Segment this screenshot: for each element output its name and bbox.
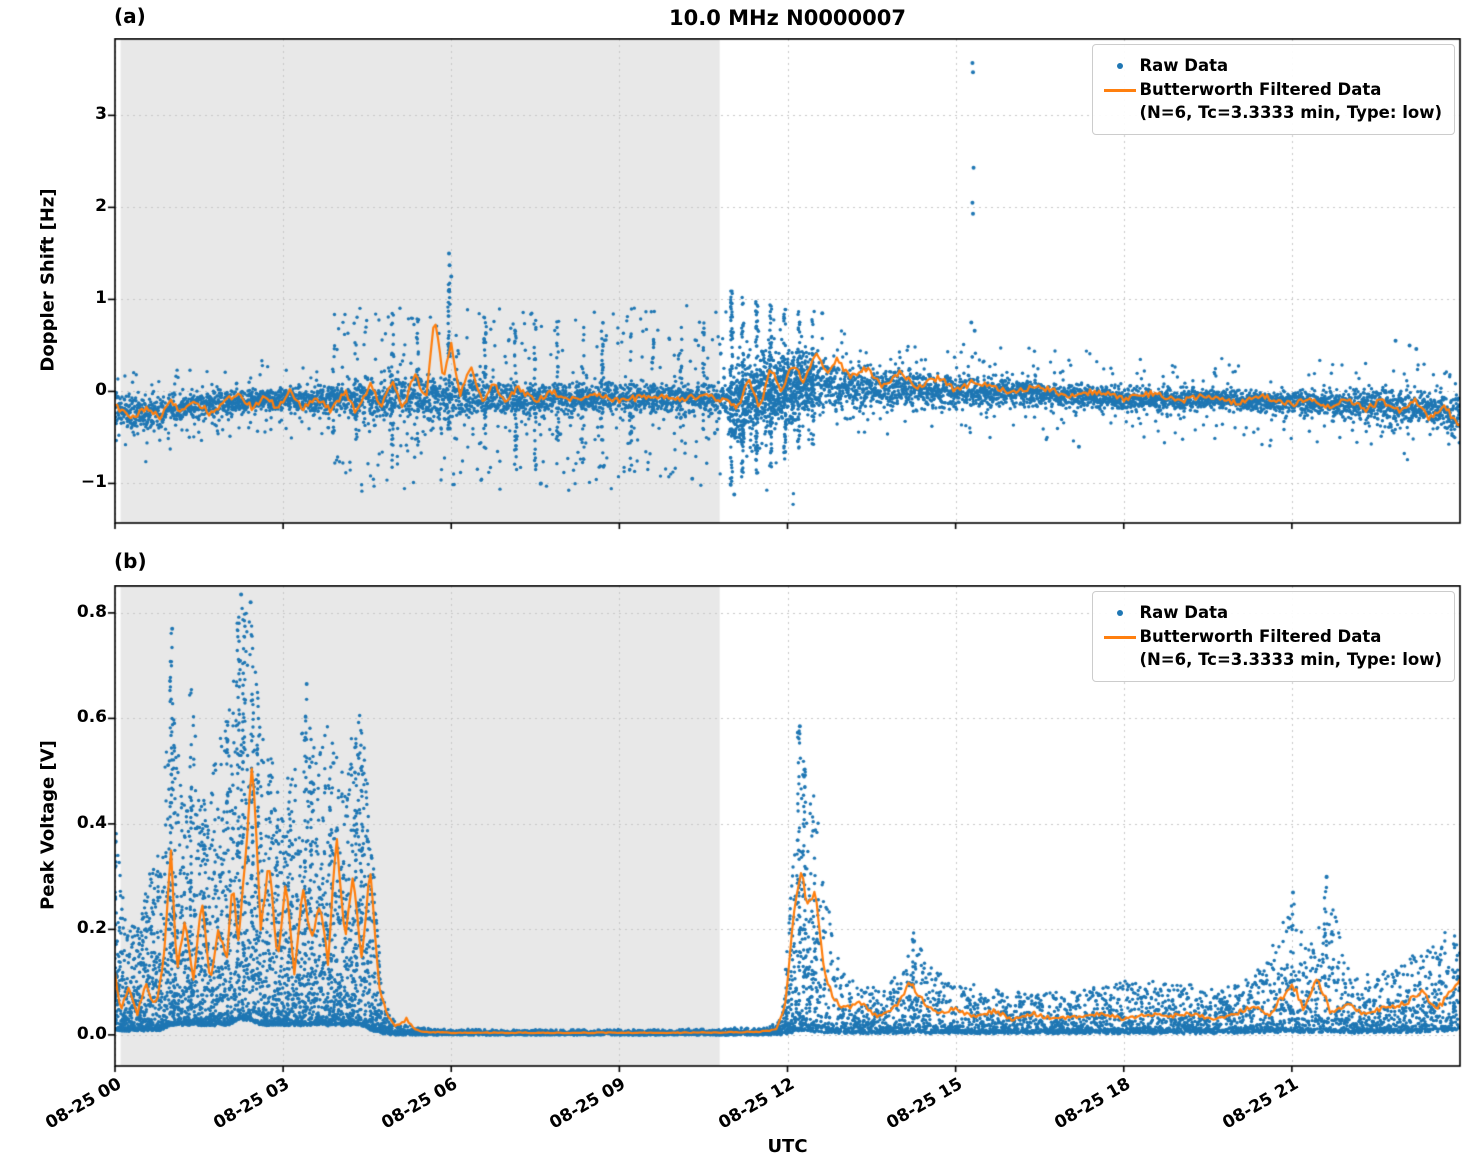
raw-data-marker-icon <box>1101 55 1139 77</box>
y-tick-label: 3 <box>95 104 107 125</box>
legend-filtered-label: Butterworth Filtered Data <box>1139 627 1382 647</box>
y-tick-label: 0.8 <box>76 601 107 622</box>
y-tick-label: −1 <box>80 472 107 493</box>
y-tick-label: 0 <box>95 380 107 401</box>
legend-row-filtered: Butterworth Filtered Data (N=6, Tc=3.333… <box>1101 626 1442 671</box>
x-axis-label: UTC <box>767 1136 808 1157</box>
panel-label-a: (a) <box>114 4 146 28</box>
y-tick-label: 0.2 <box>76 918 107 939</box>
legend-filtered-params: (N=6, Tc=3.3333 min, Type: low) <box>1139 649 1442 669</box>
legend-row-raw: Raw Data <box>1101 602 1442 624</box>
filtered-line-marker-icon <box>1101 626 1139 648</box>
chart-title: 10.0 MHz N0000007 <box>669 6 906 30</box>
filtered-line-marker-icon <box>1101 79 1139 101</box>
legend-raw-label: Raw Data <box>1139 56 1229 75</box>
raw-data-marker-icon <box>1101 602 1139 624</box>
panel-label-b: (b) <box>114 549 147 573</box>
y-tick-label: 2 <box>95 196 107 217</box>
legend-filtered-params: (N=6, Tc=3.3333 min, Type: low) <box>1139 102 1442 122</box>
y-tick-label: 0.6 <box>76 707 107 728</box>
legend-row-filtered: Butterworth Filtered Data (N=6, Tc=3.333… <box>1101 79 1442 124</box>
y-tick-label: 0.0 <box>76 1023 107 1044</box>
legend-raw-label: Raw Data <box>1139 603 1229 622</box>
y-tick-label: 1 <box>95 288 107 309</box>
legend-row-raw: Raw Data <box>1101 55 1442 77</box>
legend-panel-a: Raw Data Butterworth Filtered Data (N=6,… <box>1092 44 1455 135</box>
x-tick-label: 08-25 00 <box>42 1074 125 1134</box>
legend-filtered-label: Butterworth Filtered Data <box>1139 80 1382 100</box>
y-tick-label: 0.4 <box>76 812 107 833</box>
legend-panel-b: Raw Data Butterworth Filtered Data (N=6,… <box>1092 591 1455 682</box>
